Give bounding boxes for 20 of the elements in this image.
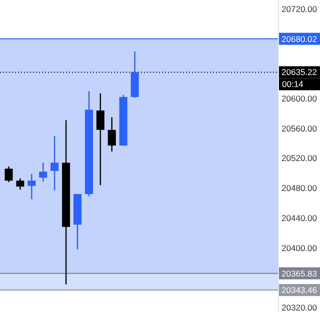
ref-line-label: 20680.02 — [282, 34, 318, 44]
candlestick — [39, 162, 48, 182]
candlestick — [108, 116, 116, 152]
ref-line-label: 20635.22 — [282, 67, 318, 78]
y-tick-label: 20400.00 — [282, 242, 318, 253]
candlestick — [4, 166, 13, 183]
y-tick-label: 20600.00 — [282, 94, 318, 104]
y-tick-label: 20520.00 — [282, 153, 318, 164]
ref-line-label: 20343.46 — [282, 284, 318, 295]
y-tick-label: 20480.00 — [282, 183, 318, 194]
y-tick-label: 20320.00 — [282, 302, 318, 312]
candlestick — [16, 178, 24, 190]
ref-line-label: 20365.83 — [282, 268, 318, 278]
y-tick-label: 20560.00 — [282, 123, 318, 134]
text: 00:14 — [282, 79, 304, 90]
y-tick-label: 20440.00 — [282, 212, 318, 223]
candlestick — [96, 92, 104, 186]
candlestick — [28, 173, 36, 200]
candlestick — [50, 135, 59, 191]
y-tick-label: 20720.00 — [282, 4, 318, 14]
